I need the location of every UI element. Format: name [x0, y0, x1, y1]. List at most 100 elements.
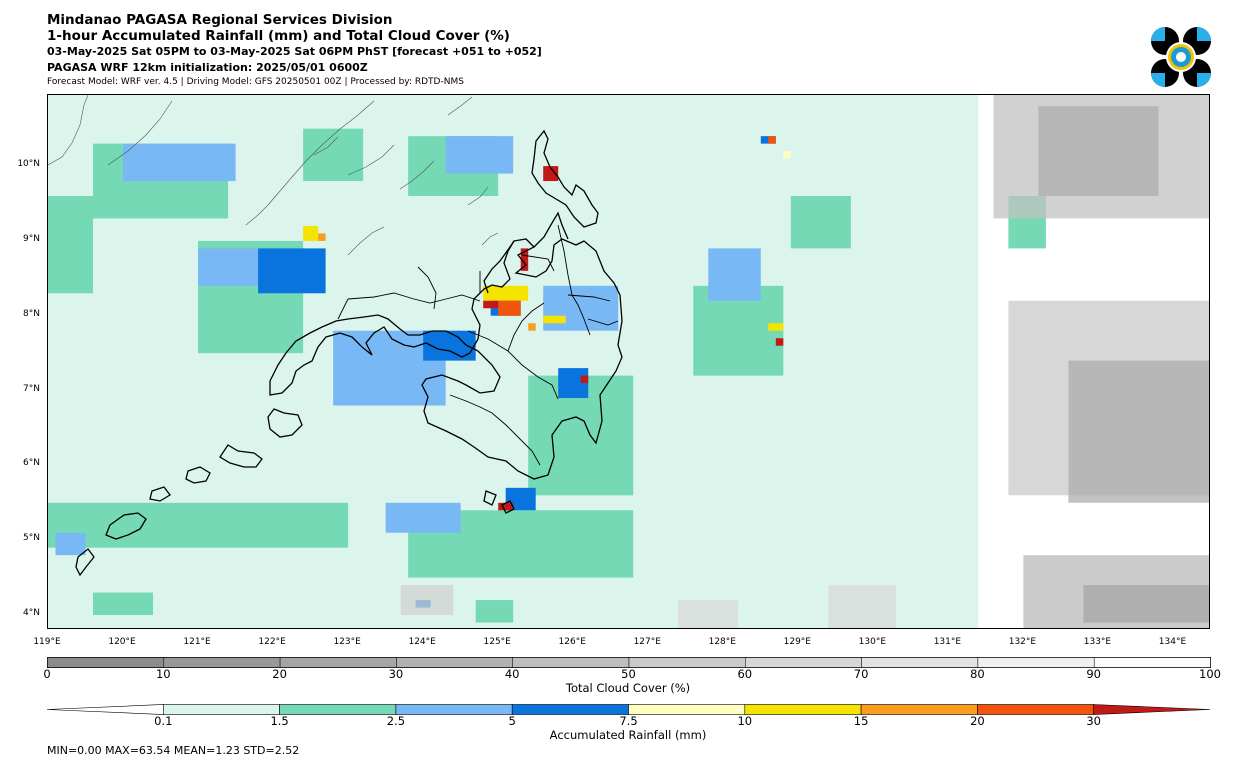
rain-region-5 — [48, 502, 349, 548]
rainfall-map — [47, 94, 1210, 629]
lon-label-8: 127°E — [633, 637, 661, 647]
lat-label-3: 7°N — [23, 383, 40, 394]
rain-step-7 — [977, 704, 1095, 715]
rain-step-1 — [279, 704, 397, 715]
header-line-1: Mindanao PAGASA Regional Services Divisi… — [47, 12, 393, 28]
cloud-step-3 — [396, 657, 513, 668]
rain-region-19 — [445, 136, 514, 174]
header-line-2: 1-hour Accumulated Rainfall (mm) and Tot… — [47, 28, 510, 44]
cloud-tick-1: 10 — [155, 667, 171, 681]
statistics-line: MIN=0.00 MAX=63.54 MEAN=1.23 STD=2.52 — [47, 744, 300, 757]
rain-step-0 — [163, 704, 280, 715]
rain-region-34 — [528, 323, 536, 331]
rain-region-20 — [55, 532, 86, 556]
rain-step-4 — [628, 704, 746, 715]
cloud-step-4 — [512, 657, 630, 668]
rain-tick-6: 15 — [853, 714, 869, 728]
cloud-region-5 — [1083, 585, 1209, 623]
lat-label-6: 4°N — [23, 608, 40, 619]
rain-step-3 — [511, 704, 629, 715]
lon-label-12: 131°E — [933, 637, 962, 647]
lon-label-0: 119°E — [33, 637, 61, 647]
cloud-tick-6: 60 — [737, 667, 753, 681]
cloud-step-9 — [1093, 657, 1211, 668]
rain-region-8 — [693, 285, 784, 376]
cloud-tick-8: 80 — [970, 667, 985, 681]
lon-label-14: 133°E — [1083, 637, 1112, 647]
cloud-tick-7: 70 — [853, 667, 869, 681]
tawi-tawi — [75, 512, 147, 577]
sulu-islands — [149, 444, 263, 502]
cloud-tick-9: 90 — [1086, 667, 1102, 681]
rain-region-21 — [258, 248, 326, 294]
lat-label-1: 9°N — [23, 233, 40, 244]
lat-label-0: 10°N — [17, 159, 40, 170]
rain-region-33 — [318, 233, 326, 241]
cloud-region-6 — [828, 585, 896, 628]
header-line-5: Forecast Model: WRF ver. 4.5 | Driving M… — [47, 77, 464, 87]
cloud-region-3 — [1068, 360, 1209, 503]
rain-step-over — [1093, 704, 1211, 715]
cloud-step-8 — [977, 657, 1095, 668]
rain-region-2 — [48, 196, 94, 294]
cloud-tick-5: 50 — [621, 667, 636, 681]
rain-tick-8: 30 — [1086, 714, 1102, 728]
rain-region-30 — [483, 285, 529, 301]
lat-label-2: 8°N — [23, 308, 40, 319]
rain-region-17 — [708, 248, 761, 301]
lon-label-10: 129°E — [783, 637, 811, 647]
rain-tick-3: 5 — [508, 714, 516, 728]
coastlines — [48, 95, 623, 577]
cloud-step-0 — [47, 657, 165, 668]
cloud-tick-3: 30 — [388, 667, 404, 681]
pagasa-logo — [1151, 27, 1211, 87]
cloud-region-7 — [678, 600, 739, 628]
cloud-region-1 — [1038, 106, 1159, 197]
cloud-tick-0: 0 — [43, 667, 51, 681]
internal-borders — [337, 224, 619, 466]
cloud-tick-4: 40 — [504, 667, 520, 681]
basilan-coast — [267, 408, 303, 438]
rain-tick-4: 7.5 — [619, 714, 638, 728]
lon-label-15: 134°E — [1158, 637, 1187, 647]
rain-region-36 — [768, 136, 776, 144]
rain-region-12 — [475, 600, 514, 623]
rain-region-35 — [498, 300, 521, 316]
lon-label-2: 121°E — [183, 637, 211, 647]
rain-region-28 — [783, 151, 791, 159]
cloud-cover-label: Total Cloud Cover (%) — [565, 681, 691, 695]
rainfall-label: Accumulated Rainfall (mm) — [549, 728, 707, 742]
lon-label-4: 123°E — [333, 637, 361, 647]
cloud-region-8 — [400, 585, 454, 616]
rain-region-41 — [580, 375, 589, 384]
rain-region-42 — [775, 338, 784, 346]
rain-step-6 — [860, 704, 978, 715]
lon-label-11: 130°E — [858, 637, 887, 647]
cloud-step-5 — [628, 657, 746, 668]
cloud-step-2 — [279, 657, 397, 668]
rain-region-40 — [498, 502, 514, 511]
lon-label-7: 126°E — [558, 637, 586, 647]
cloud-step-7 — [861, 657, 979, 668]
northern-islands-outline — [48, 95, 499, 256]
northern-peninsula — [483, 211, 569, 294]
lon-label-1: 120°E — [108, 637, 136, 647]
rain-region-37 — [543, 166, 559, 182]
cloud-tick-2: 20 — [272, 667, 287, 681]
lat-label-5: 5°N — [23, 533, 40, 544]
rain-region-3 — [303, 128, 364, 182]
header-line-3: 03-May-2025 Sat 05PM to 03-May-2025 Sat … — [47, 45, 542, 58]
map-header: Mindanao PAGASA Regional Services Divisi… — [47, 12, 542, 88]
cloud-step-1 — [163, 657, 281, 668]
rain-step-5 — [744, 704, 862, 715]
lat-label-4: 6°N — [23, 458, 40, 469]
sarangani-islands — [483, 490, 515, 514]
cloud-tick-10: 100 — [1199, 667, 1221, 681]
header-line-4: PAGASA WRF 12km initialization: 2025/05/… — [47, 61, 368, 74]
rain-tick-1: 1.5 — [270, 714, 289, 728]
rain-region-18 — [385, 502, 461, 533]
rain-region-32 — [768, 323, 784, 331]
rainfall-layer — [48, 95, 1046, 628]
cloud-cover-colorbar — [47, 657, 1211, 668]
lon-label-9: 128°E — [708, 637, 736, 647]
